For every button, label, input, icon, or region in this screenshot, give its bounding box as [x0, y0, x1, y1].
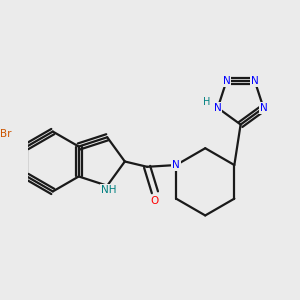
- Text: NH: NH: [101, 185, 117, 195]
- Text: N: N: [260, 103, 267, 113]
- Text: N: N: [214, 103, 222, 113]
- Text: N: N: [223, 76, 230, 86]
- Text: O: O: [151, 196, 159, 206]
- Text: N: N: [251, 76, 259, 86]
- Text: H: H: [203, 97, 210, 106]
- Text: N: N: [172, 160, 180, 170]
- Text: Br: Br: [0, 129, 11, 139]
